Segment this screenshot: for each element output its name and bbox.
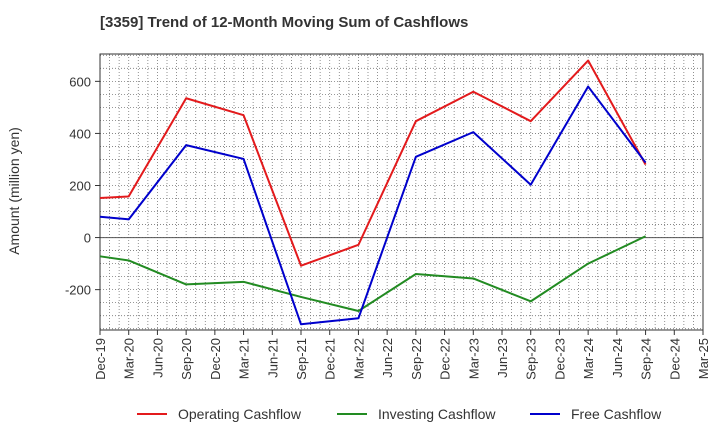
x-tick-label: Mar-21 [237, 338, 252, 379]
legend: Operating Cashflow Investing Cashflow Free… [137, 406, 662, 422]
x-tick-label: Sep-22 [409, 338, 424, 380]
x-tick-label: Dec-20 [208, 338, 223, 380]
x-tick-label: Jun-21 [265, 338, 280, 378]
y-axis: -200 0 200 400 600 [65, 74, 100, 298]
grid [100, 54, 703, 330]
x-tick-label: Mar-20 [122, 338, 137, 379]
plot-area [99, 53, 704, 331]
x-tick-label: Sep-23 [524, 338, 539, 380]
x-tick-label: Sep-20 [179, 338, 194, 380]
y-tick-label: 400 [69, 126, 91, 141]
x-tick-label: Mar-22 [351, 338, 366, 379]
x-tick-label: Mar-25 [696, 338, 711, 379]
x-axis: Dec-19 Mar-20 Jun-20 Sep-20 Dec-20 Mar-21 Jun-… [93, 330, 711, 380]
x-tick-label: Dec-21 [323, 338, 338, 380]
series-line-operating-cashflow [99, 59, 647, 267]
x-tick-label: Jun-24 [610, 338, 625, 378]
x-tick-label: Dec-19 [93, 338, 108, 380]
y-tick-label: 600 [69, 74, 91, 89]
legend-label-investing-cashflow: Investing Cashflow [378, 406, 496, 422]
x-tick-label: Sep-21 [294, 338, 309, 380]
legend-label-free-cashflow: Free Cashflow [571, 406, 662, 422]
chart-title: [3359] Trend of 12-Month Moving Sum of C… [100, 14, 469, 31]
legend-label-operating-cashflow: Operating Cashflow [178, 406, 302, 422]
x-tick-label: Jun-23 [495, 338, 510, 378]
y-tick-label: -200 [65, 283, 91, 298]
series-line-free-cashflow [99, 85, 647, 326]
x-tick-label: Jun-20 [150, 338, 165, 378]
series-line-investing-cashflow [99, 235, 646, 312]
series-lines [99, 59, 647, 326]
x-tick-label: Mar-23 [466, 338, 481, 379]
x-tick-label: Dec-24 [667, 338, 682, 380]
x-tick-label: Dec-23 [552, 338, 567, 380]
x-tick-label: Mar-24 [581, 338, 596, 379]
y-tick-label: 0 [84, 231, 91, 246]
y-axis-title: Amount (million yen) [6, 127, 22, 255]
x-tick-label: Dec-22 [438, 338, 453, 380]
y-tick-label: 200 [69, 178, 91, 193]
x-tick-label: Sep-24 [639, 338, 654, 380]
x-tick-label: Jun-22 [380, 338, 395, 378]
